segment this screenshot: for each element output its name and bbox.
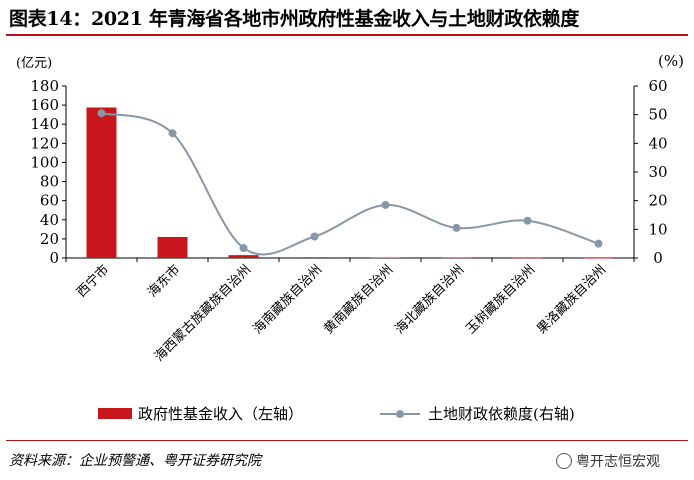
wechat-icon xyxy=(556,453,572,469)
right-tick-label: 0 xyxy=(653,249,663,267)
x-tick-label: 果洛藏族自治州 xyxy=(534,262,610,338)
source-note: 资料来源：企业预警通、粤开证券研究院 xyxy=(9,453,261,469)
right-tick-label: 50 xyxy=(648,106,667,124)
bar xyxy=(583,257,614,259)
right-axis-unit: (%) xyxy=(658,52,684,70)
left-tick-label: 100 xyxy=(30,153,59,171)
watermark: 粤开志恒宏观 xyxy=(556,451,660,471)
x-tick-label: 西宁市 xyxy=(73,262,112,301)
line-point xyxy=(452,223,461,232)
line-point xyxy=(310,232,319,241)
line-point xyxy=(381,200,390,209)
left-tick-label: 40 xyxy=(40,211,59,229)
left-tick-label: 180 xyxy=(30,77,59,95)
right-tick-label: 60 xyxy=(648,77,667,95)
line-point xyxy=(168,129,177,138)
legend-bar-label: 政府性基金收入（左轴） xyxy=(138,405,303,423)
source-rule xyxy=(6,440,688,441)
right-tick-label: 20 xyxy=(648,192,667,210)
left-tick-label: 80 xyxy=(40,173,59,191)
x-tick-label: 海南藏族自治州 xyxy=(250,262,326,338)
title-rule xyxy=(6,34,688,36)
line-point xyxy=(523,216,532,225)
bar xyxy=(512,257,543,259)
legend-line-label: 土地财政依赖度(右轴) xyxy=(428,405,575,423)
right-tick-label: 40 xyxy=(648,134,667,152)
left-tick-label: 120 xyxy=(30,134,59,152)
bar xyxy=(441,257,472,259)
line-point xyxy=(239,243,248,252)
left-tick-label: 0 xyxy=(49,249,59,267)
bar xyxy=(157,236,188,258)
dependency-line xyxy=(101,112,599,256)
x-tick-label: 玉树藏族自治州 xyxy=(463,262,539,338)
left-tick-label: 160 xyxy=(30,96,59,114)
x-tick-label: 海东市 xyxy=(144,262,183,301)
chart-title: 图表14：2021 年青海省各地市州政府性基金收入与土地财政依赖度 xyxy=(9,8,580,30)
legend-bar-swatch xyxy=(98,408,132,419)
bar xyxy=(370,257,401,259)
legend-line-marker xyxy=(396,410,404,418)
left-tick-label: 60 xyxy=(40,192,59,210)
right-tick-label: 10 xyxy=(648,220,667,238)
x-tick-label: 海北藏族自治州 xyxy=(392,262,468,338)
chart-canvas: 0204060801001201401601800102030405060西宁市… xyxy=(30,77,667,423)
left-tick-label: 140 xyxy=(30,115,59,133)
left-axis-unit: (亿元) xyxy=(16,56,53,71)
bar xyxy=(228,255,259,258)
x-tick-label: 黄南藏族自治州 xyxy=(321,262,397,338)
left-tick-label: 20 xyxy=(40,230,59,248)
bar xyxy=(299,257,330,258)
line-point xyxy=(97,109,106,118)
watermark-text: 粤开志恒宏观 xyxy=(576,454,660,470)
line-point xyxy=(594,239,603,248)
right-tick-label: 30 xyxy=(648,163,667,181)
bar xyxy=(86,107,117,258)
